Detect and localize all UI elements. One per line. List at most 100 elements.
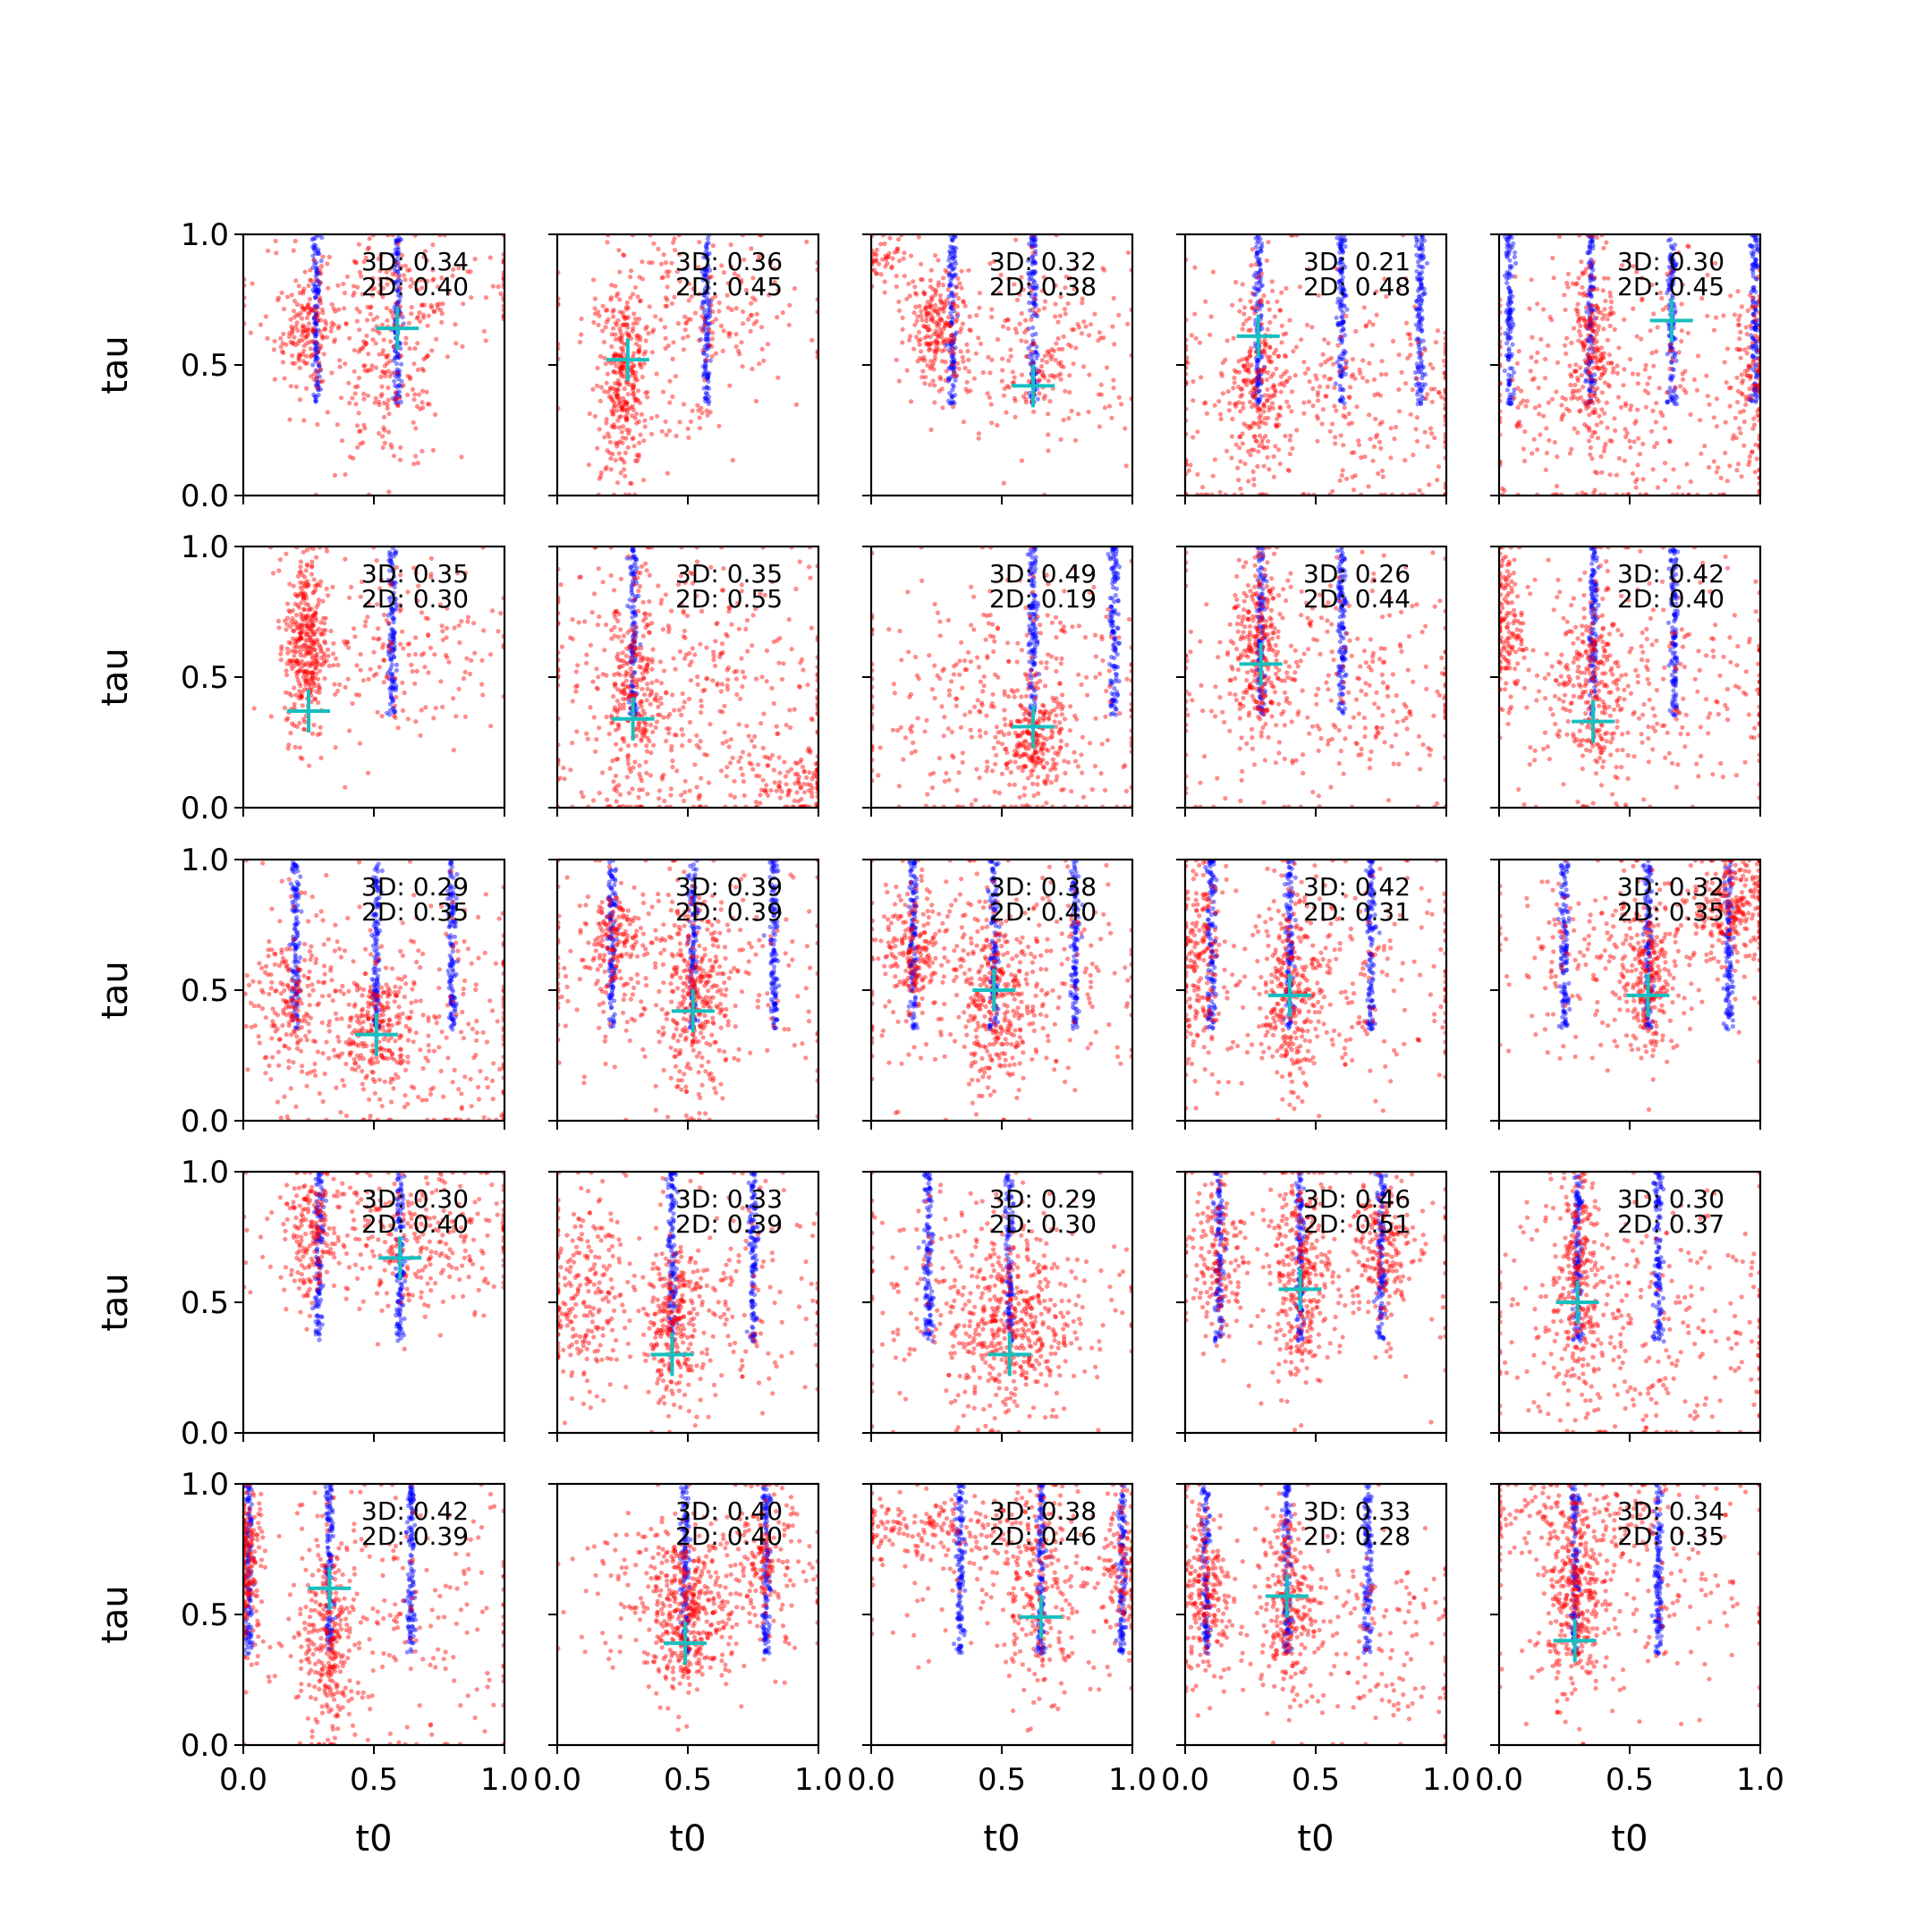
- cloud-point: [934, 348, 939, 353]
- cloud-point: [303, 593, 309, 598]
- cloud-point: [286, 658, 292, 664]
- band-point: [312, 284, 318, 289]
- band-point: [953, 234, 958, 240]
- band-point: [950, 350, 955, 355]
- cloud-point: [313, 277, 318, 283]
- cloud-point: [631, 311, 637, 317]
- cloud-point: [302, 671, 308, 676]
- cloud-point: [300, 306, 305, 311]
- band-point: [1257, 380, 1262, 386]
- band-point: [397, 353, 402, 359]
- cloud-point: [415, 367, 420, 372]
- cloud-point: [919, 277, 925, 283]
- cloud-point: [1596, 366, 1601, 371]
- band-point: [701, 272, 707, 277]
- band-point: [1590, 245, 1596, 251]
- cloud-point: [1680, 371, 1685, 377]
- band-point: [950, 321, 955, 326]
- cloud-point: [1714, 470, 1719, 475]
- band-point: [1340, 249, 1345, 254]
- cloud-point: [1323, 394, 1328, 399]
- band-point: [1669, 345, 1674, 351]
- band-point: [1030, 259, 1036, 265]
- cloud-point: [302, 617, 308, 623]
- band-point: [947, 244, 953, 250]
- cloud-point: [1081, 319, 1087, 325]
- cloud-point: [1054, 341, 1059, 346]
- band-point: [1588, 322, 1593, 327]
- y-tick-label: 0.5: [181, 348, 229, 384]
- cloud-point: [938, 307, 944, 312]
- band-point: [1753, 394, 1758, 399]
- cloud-point: [942, 347, 947, 352]
- cloud-point: [611, 422, 617, 428]
- cloud-point: [630, 413, 635, 419]
- cloud-point: [1736, 322, 1741, 327]
- cloud-point: [625, 445, 631, 450]
- cloud-point: [319, 663, 325, 668]
- cloud-point: [301, 596, 306, 601]
- cloud-point: [1705, 394, 1710, 399]
- cloud-point: [1530, 377, 1535, 383]
- cloud-point: [298, 585, 303, 590]
- cloud-point: [1572, 426, 1577, 431]
- band-point: [314, 266, 319, 271]
- band-point: [703, 395, 708, 401]
- band-point: [946, 258, 952, 263]
- cloud-point: [310, 328, 316, 334]
- band-point: [949, 275, 954, 281]
- band-point: [1589, 321, 1595, 326]
- band-point: [398, 399, 403, 405]
- cloud-point: [1750, 304, 1756, 309]
- band-point: [1587, 243, 1592, 249]
- cloud-point: [331, 640, 336, 646]
- cloud-point: [638, 335, 643, 340]
- band-point: [1339, 246, 1344, 251]
- cloud-point: [415, 288, 420, 293]
- cloud-point: [746, 317, 751, 322]
- cloud-point: [937, 375, 943, 380]
- cloud-point: [874, 258, 879, 263]
- cloud-point: [1238, 486, 1243, 492]
- band-point: [1258, 368, 1264, 373]
- cloud-point: [1238, 434, 1243, 440]
- band-point: [1253, 286, 1258, 292]
- cloud-point: [1281, 332, 1286, 337]
- band-point: [1750, 284, 1756, 291]
- band-point: [1587, 318, 1593, 323]
- cloud-point: [684, 319, 690, 325]
- band-point: [1341, 303, 1346, 309]
- band-point: [1591, 307, 1597, 312]
- cloud-point: [922, 358, 928, 363]
- cloud-point: [439, 311, 445, 317]
- band-point: [316, 346, 321, 352]
- band-point: [702, 372, 708, 377]
- cloud-point: [1589, 321, 1594, 326]
- band-point: [951, 299, 956, 304]
- cloud-point: [1743, 402, 1749, 408]
- band-point: [1665, 389, 1671, 394]
- cloud-point: [1267, 467, 1272, 472]
- cloud-point: [310, 632, 316, 638]
- cloud-point: [382, 428, 387, 433]
- band-point: [1589, 358, 1594, 364]
- cloud-point: [292, 628, 297, 634]
- band-point: [392, 580, 397, 585]
- band-point: [312, 334, 318, 339]
- cloud-point: [710, 243, 716, 249]
- cloud-point: [436, 305, 441, 311]
- band-point: [386, 648, 391, 655]
- cloud-point: [379, 384, 385, 389]
- band-point: [1588, 243, 1593, 249]
- cloud-point: [1665, 271, 1670, 277]
- cloud-point: [786, 322, 792, 327]
- cloud-point: [414, 287, 419, 292]
- band-point: [1750, 287, 1756, 292]
- cloud-point: [1023, 391, 1029, 396]
- cloud-point: [591, 319, 597, 326]
- band-point: [1755, 355, 1760, 360]
- band-point: [1343, 244, 1348, 250]
- cloud-point: [479, 657, 485, 663]
- band-point: [1505, 400, 1511, 405]
- band-point: [1671, 274, 1676, 280]
